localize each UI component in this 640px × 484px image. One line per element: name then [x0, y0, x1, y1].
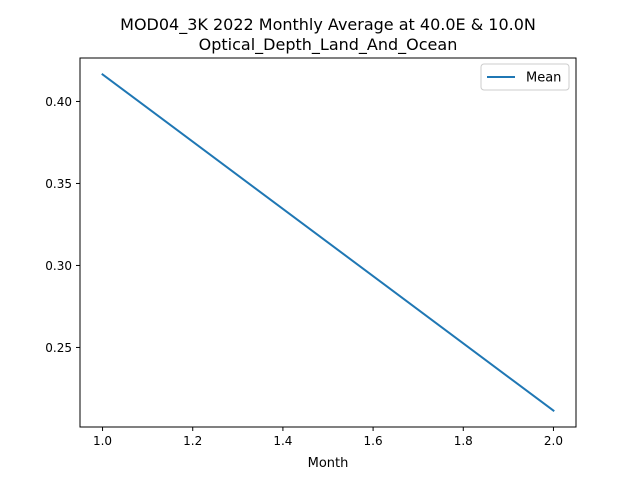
plot-frame — [79, 57, 577, 428]
legend-label-mean: Mean — [526, 71, 561, 86]
x-axis-label: Month — [308, 456, 349, 471]
legend-box — [480, 63, 570, 91]
chart-title-line1: MOD04_3K 2022 Monthly Average at 40.0E &… — [120, 15, 536, 35]
legend: Mean — [480, 63, 570, 91]
x-tick-label: 1.4 — [273, 434, 292, 448]
x-tick-label: 1.2 — [183, 434, 202, 448]
plot-area: 1.0 1.2 1.4 1.6 1.8 2.0 0.25 0.30 0.35 0.40 — [45, 57, 577, 448]
x-tick-label: 1.6 — [364, 434, 383, 448]
x-tick-label: 2.0 — [544, 434, 563, 448]
y-tick-label: 0.30 — [45, 259, 72, 273]
y-tick-label: 0.25 — [45, 341, 72, 355]
y-tick-label: 0.35 — [45, 177, 72, 191]
x-tick-label: 1.0 — [93, 434, 112, 448]
y-tick-label: 0.40 — [45, 95, 72, 109]
x-tick-label: 1.8 — [454, 434, 473, 448]
chart-title-line2: Optical_Depth_Land_And_Ocean — [199, 35, 458, 55]
series-line-mean — [101, 73, 555, 412]
